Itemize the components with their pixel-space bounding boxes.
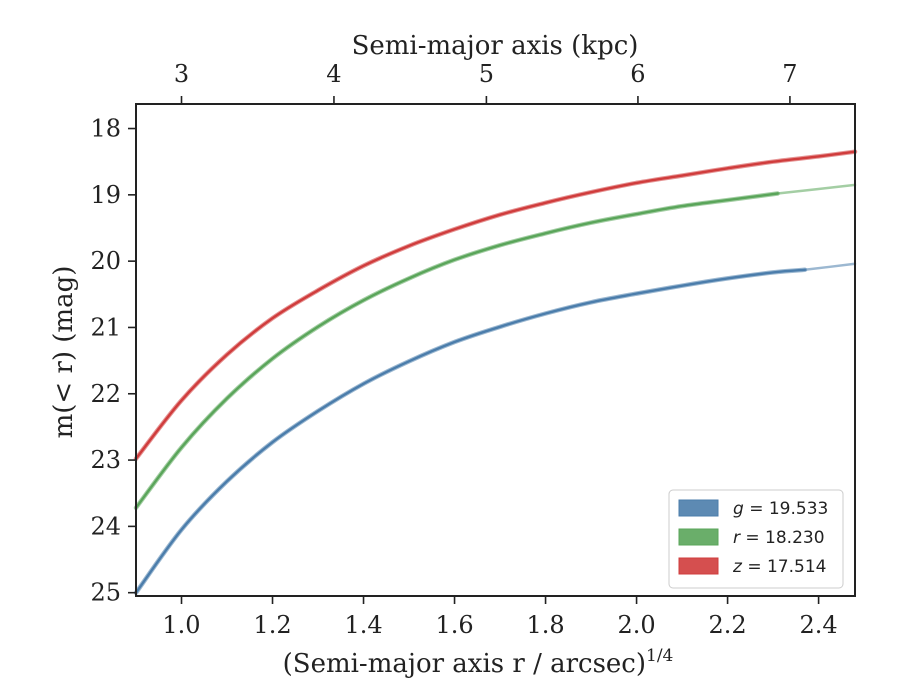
- y-tick-label: 23: [90, 446, 121, 474]
- y-tick-label: 25: [90, 579, 121, 607]
- top-x-tick-label: 5: [479, 60, 494, 88]
- axis-ticks: 1.0 1.2 1.4 1.6 1.8 2.0 2.2 2.4 18 19 20 21 22 23 24 25…: [90, 60, 837, 639]
- top-x-tick-label: 4: [326, 60, 341, 88]
- y-tick-label: 18: [90, 115, 121, 143]
- x-axis-label-text: (Semi-major axis r / arcsec): [283, 649, 646, 679]
- x-tick-label: 1.2: [253, 611, 291, 639]
- series-r-line: [134, 192, 779, 509]
- y-tick-label: 19: [90, 181, 121, 209]
- x-tick-label: 1.4: [344, 611, 382, 639]
- top-x-axis-label: Semi-major axis (kpc): [352, 31, 639, 61]
- y-tick-label: 20: [90, 247, 121, 275]
- legend-label-z: z = 17.514: [732, 557, 826, 577]
- plot-marks: [133, 149, 858, 595]
- series-z-line: [134, 150, 857, 460]
- plot-frame: [135, 103, 856, 597]
- top-x-tick-label: 6: [630, 60, 645, 88]
- x-tick-label: 2.4: [800, 611, 838, 639]
- x-tick-label: 1.0: [162, 611, 200, 639]
- legend-label-g: g = 19.533: [733, 499, 828, 519]
- legend-swatch-z: [678, 557, 719, 575]
- legend-swatch-g: [678, 499, 719, 517]
- y-tick-label: 21: [90, 313, 121, 341]
- top-x-tick-label: 7: [782, 60, 797, 88]
- x-tick-label: 1.8: [526, 611, 564, 639]
- y-tick-label: 22: [90, 380, 121, 408]
- y-tick-label: 24: [90, 512, 121, 540]
- legend: g = 19.533 r = 18.230 z = 17.514: [668, 489, 844, 589]
- legend-label-r: r = 18.230: [733, 528, 825, 548]
- x-axis-label: (Semi-major axis r / arcsec)1/4: [283, 646, 674, 679]
- x-tick-label: 1.6: [435, 611, 473, 639]
- legend-swatch-r: [678, 528, 719, 546]
- top-x-tick-label: 3: [174, 60, 189, 88]
- series-r-extension-line: [776, 183, 857, 195]
- x-tick-label: 2.0: [617, 611, 655, 639]
- x-tick-label: 2.2: [708, 611, 746, 639]
- y-axis-label: m(< r) (mag): [49, 266, 79, 439]
- x-axis-label-exponent: 1/4: [646, 646, 673, 666]
- series-g-extension-line: [803, 262, 857, 272]
- series-g-line: [134, 268, 807, 594]
